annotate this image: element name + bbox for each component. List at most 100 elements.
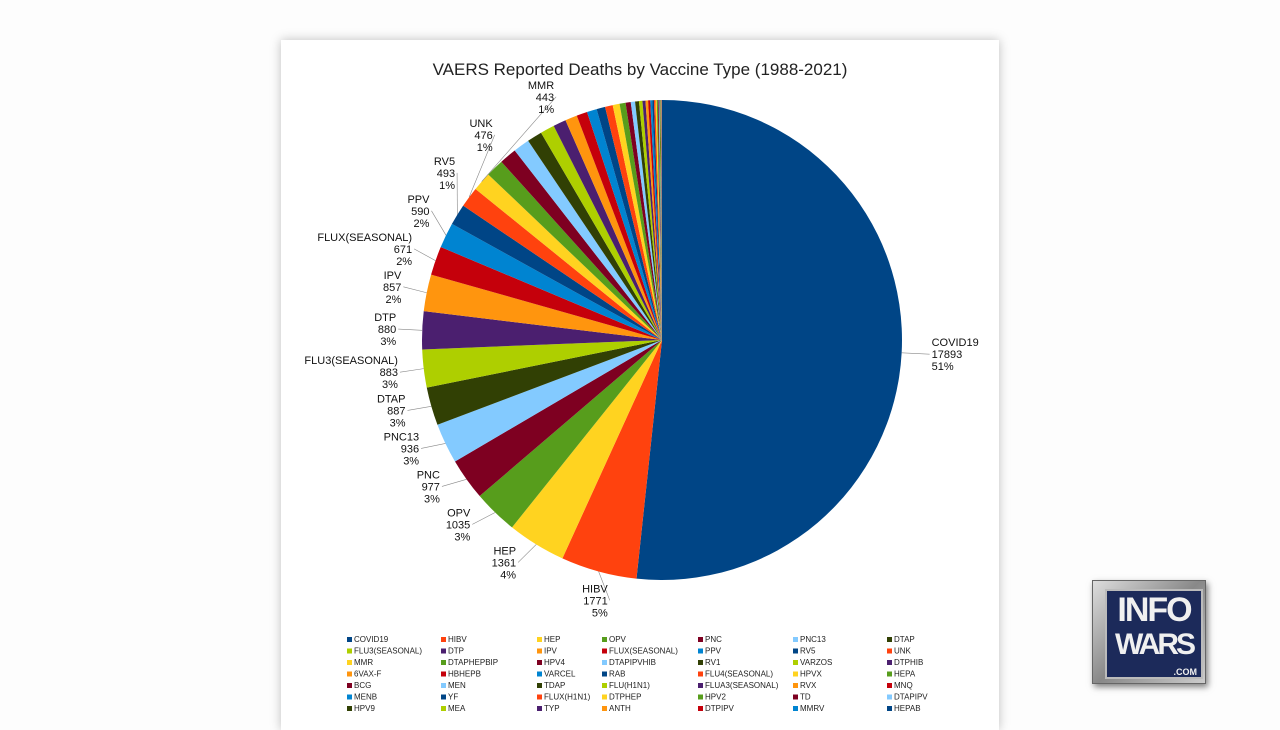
legend-label: DTAPHEPBIP	[448, 658, 498, 667]
legend-item: VARZOS	[793, 658, 832, 667]
legend-swatch	[793, 695, 798, 700]
legend-label: HIBV	[448, 635, 467, 644]
legend-label: HPV2	[705, 693, 726, 702]
legend-label: PNC13	[800, 635, 826, 644]
legend-swatch	[887, 649, 892, 654]
legend-label: HPVX	[800, 670, 822, 679]
legend-label: UNK	[894, 647, 912, 656]
pie-slice-covid19	[636, 100, 902, 580]
legend-label: PPV	[705, 647, 722, 656]
legend-swatch	[602, 637, 607, 642]
legend-swatch	[441, 706, 446, 711]
legend-swatch	[793, 683, 798, 688]
legend-swatch	[537, 672, 542, 677]
legend-label: BCG	[354, 681, 371, 690]
legend-swatch	[537, 695, 542, 700]
legend-item: DTAPIPVHIB	[602, 658, 656, 667]
legend-swatch	[887, 683, 892, 688]
legend-item: DTPHIB	[887, 658, 923, 667]
legend-label: VARZOS	[800, 658, 832, 667]
leader-line	[407, 406, 431, 410]
legend-label: DTAPIPVHIB	[609, 658, 656, 667]
leader-line	[400, 369, 424, 373]
legend-swatch	[537, 683, 542, 688]
legend-item: FLUX(SEASONAL)	[602, 647, 678, 656]
legend-item: OPV	[602, 635, 627, 644]
leader-line	[518, 544, 536, 562]
legend-swatch	[441, 660, 446, 665]
legend-swatch	[347, 706, 352, 711]
legend-label: DTAPIPV	[894, 693, 928, 702]
legend-swatch	[602, 706, 607, 711]
legend-swatch	[441, 672, 446, 677]
legend-swatch	[537, 660, 542, 665]
legend-label: MMRV	[800, 704, 825, 713]
legend-item: TDAP	[537, 681, 565, 690]
legend-item: TD	[793, 693, 811, 702]
legend-item: RAB	[602, 670, 625, 679]
legend-swatch	[347, 695, 352, 700]
legend-item: HEP	[537, 635, 560, 644]
legend-swatch	[602, 649, 607, 654]
legend-label: RV5	[800, 647, 816, 656]
legend-label: PNC	[705, 635, 722, 644]
legend-item: HEPAB	[887, 704, 921, 713]
legend-label: FLUX(SEASONAL)	[609, 647, 678, 656]
legend-item: DTAP	[887, 635, 915, 644]
legend-item: PNC13	[793, 635, 826, 644]
legend-item: UNK	[887, 647, 912, 656]
legend-label: VARCEL	[544, 670, 576, 679]
legend-swatch	[347, 660, 352, 665]
legend-swatch	[602, 672, 607, 677]
legend-item: DTAPIPV	[887, 693, 928, 702]
legend-swatch	[441, 683, 446, 688]
legend-swatch	[698, 706, 703, 711]
logo-line1: INFO	[1107, 591, 1201, 629]
legend-item: 6VAX-F	[347, 670, 382, 679]
legend-item: HPV2	[698, 693, 726, 702]
legend-swatch	[602, 695, 607, 700]
legend-label: HPV9	[354, 704, 375, 713]
legend-swatch	[537, 649, 542, 654]
legend-item: YF	[441, 693, 458, 702]
legend-item: HEPA	[887, 670, 916, 679]
leader-line	[472, 512, 495, 524]
legend-swatch	[887, 637, 892, 642]
legend-item: HIBV	[441, 635, 467, 644]
infowars-logo: INFO WARS .COM	[1092, 580, 1206, 684]
legend-swatch	[698, 695, 703, 700]
legend-item: RV5	[793, 647, 816, 656]
legend-item: ANTH	[602, 704, 631, 713]
legend-swatch	[537, 706, 542, 711]
legend-item: DTPHEP	[602, 693, 641, 702]
legend-swatch	[602, 683, 607, 688]
legend-swatch	[347, 649, 352, 654]
legend-label: FLU4(SEASONAL)	[705, 670, 773, 679]
legend-swatch	[698, 649, 703, 654]
legend-item: FLU(H1N1)	[602, 681, 650, 690]
legend-label: TD	[800, 693, 811, 702]
legend-swatch	[698, 660, 703, 665]
leader-line	[902, 353, 930, 354]
legend-swatch	[698, 672, 703, 677]
legend-item: DTPIPV	[698, 704, 735, 713]
legend-label: COVID19	[354, 635, 389, 644]
legend-label: HBHEPB	[448, 670, 481, 679]
logo-line2: WARS	[1107, 629, 1201, 661]
legend-item: HPVX	[793, 670, 822, 679]
legend-label: HEPAB	[894, 704, 921, 713]
legend-item: PPV	[698, 647, 722, 656]
